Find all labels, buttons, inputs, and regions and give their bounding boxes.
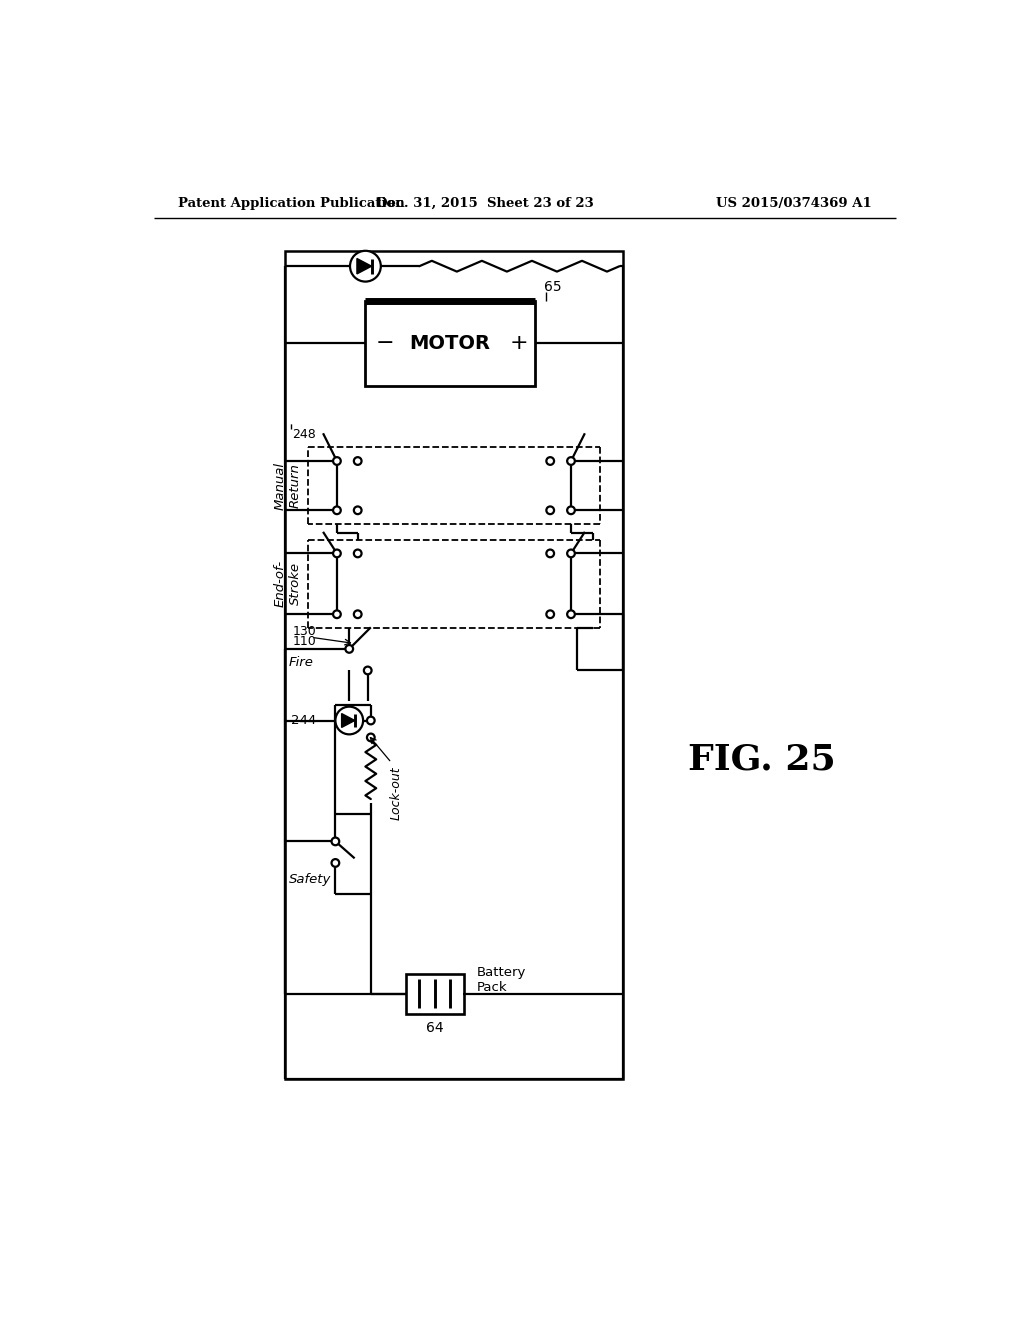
Text: Battery
Pack: Battery Pack — [477, 966, 526, 994]
Bar — [366, 301, 535, 385]
Polygon shape — [357, 259, 372, 275]
Circle shape — [354, 457, 361, 465]
Circle shape — [567, 610, 574, 618]
Text: 64: 64 — [426, 1020, 443, 1035]
Circle shape — [332, 859, 339, 867]
Circle shape — [547, 507, 554, 513]
Circle shape — [354, 549, 361, 557]
Circle shape — [332, 837, 339, 845]
Circle shape — [336, 706, 364, 734]
Circle shape — [333, 549, 341, 557]
Circle shape — [367, 717, 375, 725]
Text: +: + — [510, 333, 528, 354]
Circle shape — [364, 667, 372, 675]
Circle shape — [567, 457, 574, 465]
Circle shape — [333, 507, 341, 513]
Circle shape — [367, 734, 375, 742]
Text: FIG. 25: FIG. 25 — [688, 742, 836, 776]
Text: 244: 244 — [291, 714, 316, 727]
Text: Lock-out: Lock-out — [389, 767, 402, 820]
Text: US 2015/0374369 A1: US 2015/0374369 A1 — [716, 197, 871, 210]
Circle shape — [547, 610, 554, 618]
Circle shape — [345, 645, 353, 653]
Circle shape — [567, 549, 574, 557]
Circle shape — [350, 251, 381, 281]
Circle shape — [354, 507, 361, 513]
Circle shape — [567, 507, 574, 513]
Text: Fire: Fire — [289, 656, 313, 669]
Text: End-of-
Stroke: End-of- Stroke — [273, 560, 301, 607]
Circle shape — [547, 549, 554, 557]
Text: 110: 110 — [292, 635, 316, 648]
Text: Safety: Safety — [289, 874, 332, 887]
Text: Dec. 31, 2015  Sheet 23 of 23: Dec. 31, 2015 Sheet 23 of 23 — [376, 197, 594, 210]
Text: 248: 248 — [292, 428, 316, 441]
Text: Patent Application Publication: Patent Application Publication — [178, 197, 406, 210]
Text: 65: 65 — [544, 280, 562, 294]
Bar — [285, 251, 624, 1078]
Bar — [407, 974, 464, 1014]
Circle shape — [547, 457, 554, 465]
Circle shape — [354, 610, 361, 618]
Circle shape — [333, 457, 341, 465]
Text: −: − — [376, 333, 394, 354]
Text: 130: 130 — [292, 626, 316, 639]
Text: Manual
Return: Manual Return — [273, 462, 301, 510]
Polygon shape — [342, 714, 354, 727]
Circle shape — [333, 610, 341, 618]
Text: MOTOR: MOTOR — [410, 334, 490, 352]
